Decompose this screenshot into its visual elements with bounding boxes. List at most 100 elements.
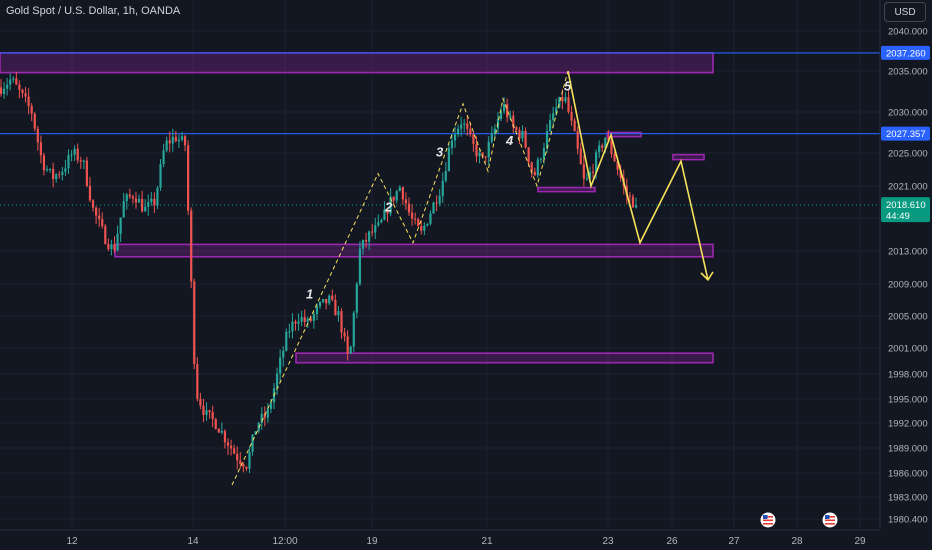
- candle-18: [55, 172, 58, 183]
- candle-39: [119, 217, 122, 243]
- candle-body-163: [499, 111, 503, 119]
- currency-button[interactable]: USD: [884, 2, 926, 22]
- candle-body-157: [481, 152, 484, 157]
- candle-body-10: [30, 105, 33, 114]
- candle-body-21: [64, 168, 67, 172]
- candle-19: [58, 171, 61, 179]
- candle-body-8: [24, 93, 27, 97]
- candle-4: [12, 76, 15, 83]
- candle-body-71: [217, 428, 220, 433]
- y-tick-3: 1989.000: [888, 444, 928, 455]
- candle-144: [441, 172, 444, 203]
- candle-57: [174, 130, 177, 143]
- candle-13: [39, 135, 42, 164]
- candle-body-65: [199, 398, 202, 406]
- candle-200: [613, 151, 616, 162]
- candle-148: [453, 126, 457, 148]
- y-tick-7: 2001.000: [888, 344, 928, 355]
- candle-74: [226, 438, 230, 455]
- candle-61: [187, 140, 190, 216]
- candle-body-197: [604, 137, 607, 148]
- candle-body-156: [478, 152, 481, 157]
- candle-body-142: [435, 202, 438, 204]
- candle-196: [601, 143, 604, 152]
- candle-body-14: [42, 155, 46, 171]
- time-axis[interactable]: 12 14 12:00 19 21 23 26 27 28 29: [0, 529, 880, 547]
- candle-body-63: [193, 281, 196, 364]
- candle-body-4: [12, 78, 15, 80]
- candle-155: [475, 136, 478, 163]
- candle-body-196: [601, 145, 604, 148]
- candle-34: [104, 223, 107, 245]
- candle-body-154: [472, 134, 475, 145]
- candle-body-61: [187, 145, 190, 211]
- candle-15: [45, 165, 49, 173]
- x-tick-1: 14: [187, 536, 199, 547]
- current-price-tag: [881, 197, 930, 223]
- candle-body-2: [6, 84, 9, 89]
- candle-body-11: [33, 113, 36, 129]
- candle-149: [456, 124, 460, 138]
- chart-title: Gold Spot / U.S. Dollar, 1h, OANDA: [6, 5, 181, 17]
- candle-body-40: [122, 201, 125, 218]
- price-axis[interactable]: 1980.400 1983.000 1986.000 1989.000 1992.000…: [879, 0, 928, 530]
- candle-body-48: [147, 202, 150, 207]
- candle-body-190: [582, 164, 585, 179]
- candle-body-18: [55, 174, 58, 180]
- candle-154: [472, 131, 475, 152]
- candle-body-166: [509, 115, 512, 118]
- candle-23: [70, 150, 73, 162]
- candle-body-153: [469, 128, 472, 135]
- candle-body-5: [15, 78, 18, 85]
- candle-body-56: [171, 136, 174, 144]
- candle-77: [236, 446, 239, 470]
- x-tick-6: 26: [666, 536, 678, 547]
- flag-stripe-b-0: [763, 519, 773, 522]
- candle-body-55: [168, 140, 171, 144]
- candle-139: [426, 223, 429, 227]
- candle-195: [598, 140, 601, 158]
- candle-body-136: [417, 219, 420, 227]
- candle-117: [358, 241, 362, 286]
- candle-27: [82, 159, 85, 170]
- candle-body-188: [576, 131, 579, 149]
- candle-162: [496, 112, 500, 134]
- candle-body-53: [162, 150, 165, 165]
- candle-body-187: [573, 120, 576, 132]
- candle-167: [512, 110, 515, 133]
- candle-185: [567, 90, 570, 114]
- candle-163: [499, 106, 503, 122]
- candle-24: [73, 145, 76, 162]
- candle-69: [211, 405, 214, 428]
- candle-body-115: [352, 312, 355, 347]
- candle-body-193: [591, 171, 595, 173]
- candle-150: [460, 116, 463, 137]
- candle-body-74: [226, 442, 230, 446]
- candle-5: [15, 71, 18, 86]
- candle-159: [487, 136, 490, 166]
- candle-189: [579, 142, 582, 165]
- candle-body-207: [634, 205, 638, 208]
- candle-31: [94, 206, 98, 224]
- candle-body-32: [98, 215, 101, 220]
- candle-body-151: [463, 123, 466, 125]
- candle-42: [128, 188, 131, 199]
- candle-58: [177, 134, 181, 149]
- candle-body-98: [300, 317, 303, 322]
- candle-body-27: [82, 160, 85, 162]
- candle-body-128: [392, 196, 395, 201]
- candle-body-101: [309, 318, 312, 321]
- candle-120: [368, 230, 371, 250]
- candle-123: [377, 214, 380, 227]
- candle-body-180: [552, 113, 555, 120]
- candle-body-150: [460, 124, 463, 129]
- candle-96: [294, 319, 297, 331]
- candle-body-134: [410, 212, 414, 219]
- candle-body-140: [429, 213, 432, 224]
- candle-112: [343, 327, 346, 342]
- candle-143: [438, 189, 441, 207]
- candle-body-189: [579, 148, 582, 165]
- candle-body-97: [297, 321, 300, 324]
